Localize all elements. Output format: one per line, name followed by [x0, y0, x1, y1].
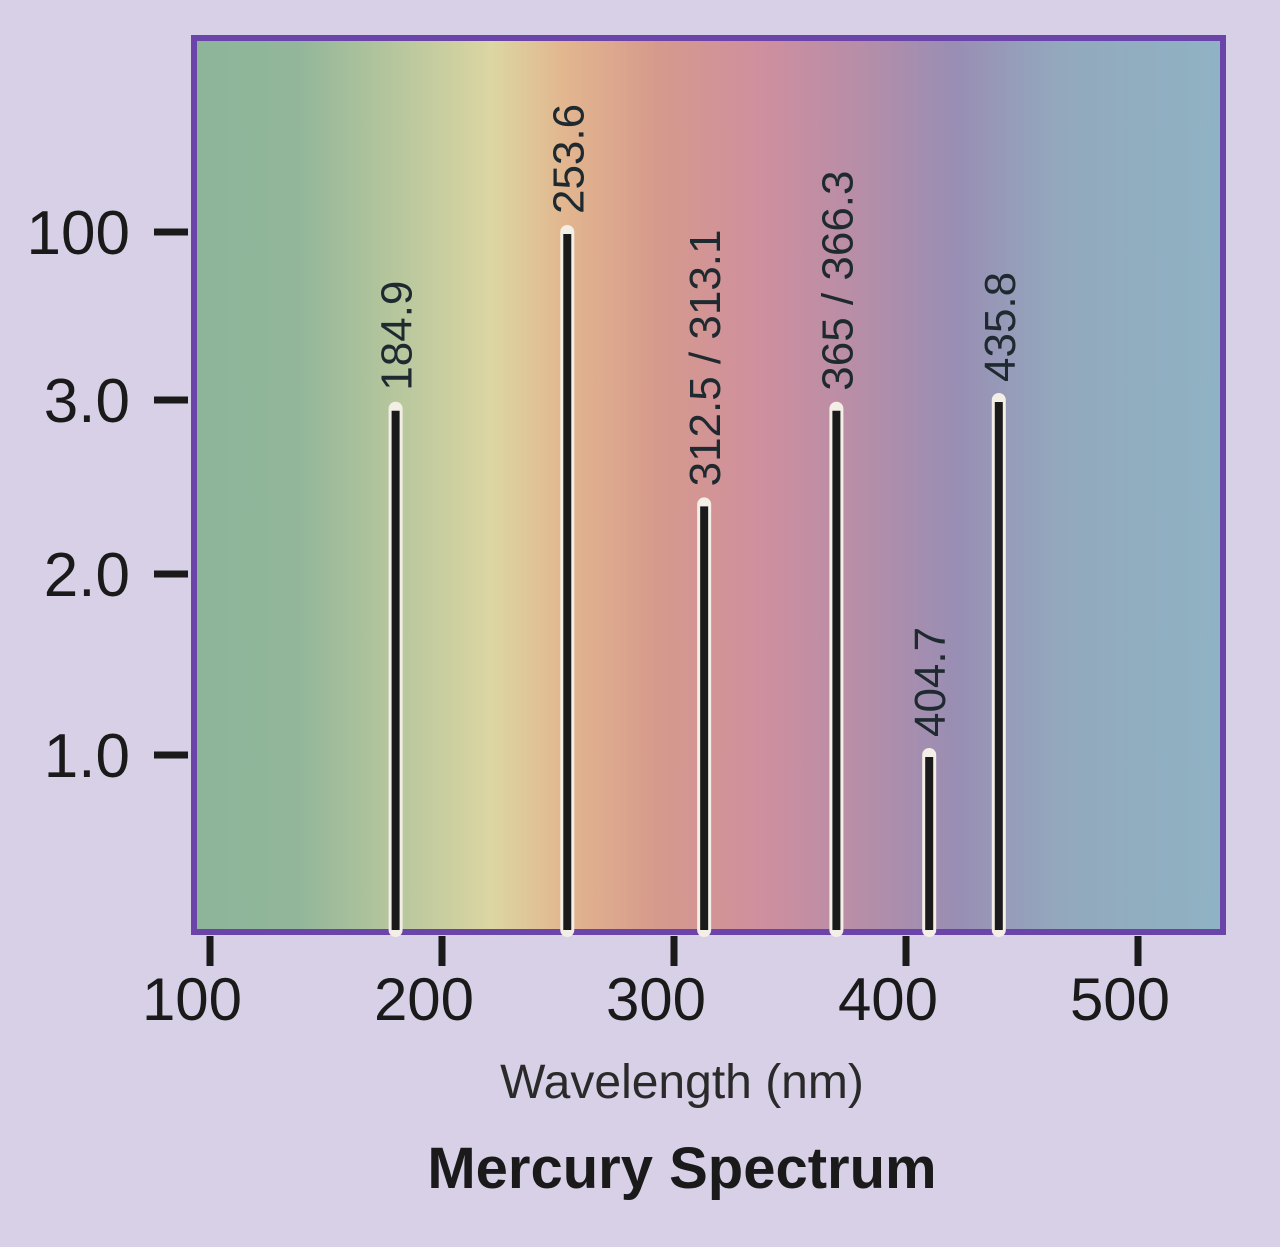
spectral-line-label: 365 / 366.3 — [813, 170, 862, 390]
x-tick-label: 300 — [606, 966, 706, 1033]
y-tick-label: 3.0 — [44, 367, 130, 436]
chart-title: Mercury Spectrum — [427, 1136, 936, 1201]
y-tick-label: 2.0 — [44, 541, 130, 610]
y-tick-label: 100 — [27, 199, 130, 268]
spectral-line-label: 253.6 — [544, 104, 593, 214]
spectral-line-label: 435.8 — [976, 272, 1025, 382]
x-axis: 100 200 300 400 500 — [142, 936, 1170, 1033]
x-tick-label: 500 — [1070, 966, 1170, 1033]
x-tick-label: 200 — [374, 966, 474, 1033]
spectral-line-label: 184.9 — [373, 281, 422, 391]
x-tick-label: 100 — [142, 966, 242, 1033]
y-tick-label: 1.0 — [44, 722, 130, 791]
x-tick-label: 400 — [838, 966, 938, 1033]
spectral-line-label: 312.5 / 313.1 — [681, 230, 730, 487]
y-axis: 1.0 2.0 3.0 100 — [27, 199, 188, 791]
x-axis-title: Wavelength (nm) — [500, 1056, 864, 1109]
spectral-line-label: 404.7 — [906, 627, 955, 737]
